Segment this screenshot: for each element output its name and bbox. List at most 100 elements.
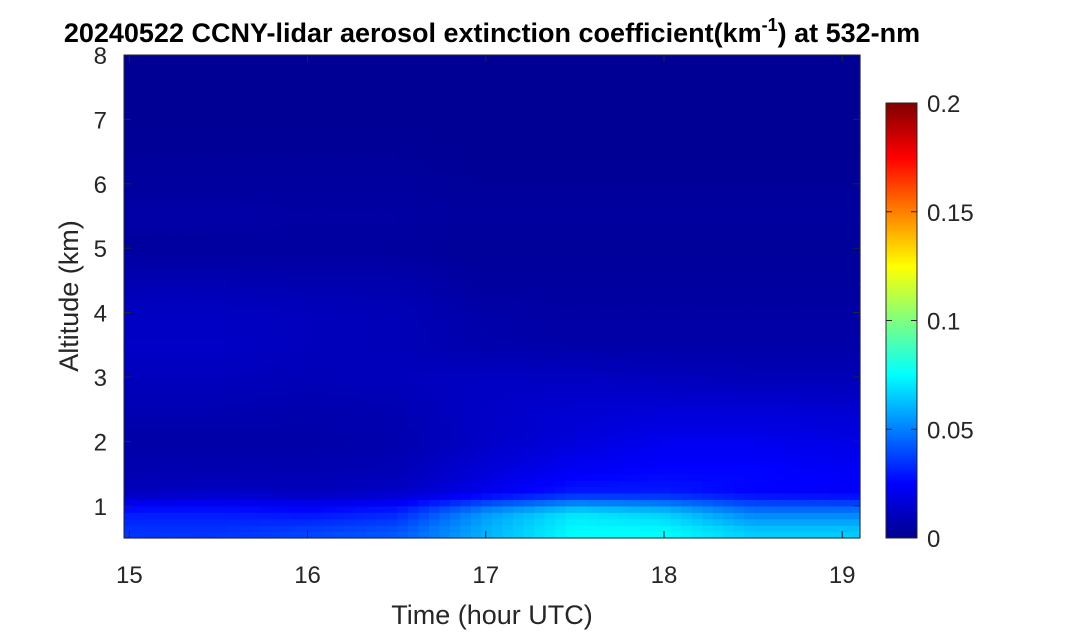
heatmap-cell (691, 235, 703, 243)
heatmap-cell (470, 447, 483, 455)
heatmap-cell (618, 119, 630, 127)
heatmap-cell (470, 61, 483, 69)
heatmap-cell (134, 164, 146, 172)
heatmap-cell (124, 196, 136, 204)
heatmap-cell (555, 55, 567, 63)
heatmap-cell (334, 512, 346, 520)
heatmap-cell (492, 164, 504, 172)
heatmap-cell (365, 364, 377, 372)
heatmap-cell (660, 319, 672, 327)
heatmap-cell (544, 467, 556, 475)
heatmap-cell (481, 254, 493, 262)
heatmap-cell (449, 454, 462, 462)
heatmap-cell (124, 248, 136, 256)
heatmap-cell (786, 525, 798, 533)
heatmap-cell (334, 177, 346, 185)
heatmap-cell (271, 344, 283, 352)
heatmap-cell (754, 364, 766, 372)
heatmap-cell (124, 377, 136, 385)
heatmap-cell (124, 209, 136, 217)
heatmap-cell (649, 170, 661, 178)
heatmap-cell (733, 402, 745, 410)
heatmap-cell (565, 67, 577, 75)
heatmap-cell (765, 338, 777, 346)
heatmap-cell (176, 241, 188, 249)
chart-title-suffix: ) at 532-nm (778, 18, 921, 48)
heatmap-cell (723, 402, 735, 410)
heatmap-cell (470, 377, 483, 385)
heatmap-cell (639, 235, 651, 243)
heatmap-cell (407, 370, 419, 378)
heatmap-cell (145, 228, 157, 236)
heatmap-cell (670, 254, 682, 262)
heatmap-cell (754, 222, 766, 230)
heatmap-cell (124, 441, 136, 449)
heatmap-cell (681, 357, 693, 365)
heatmap-cell (197, 209, 209, 217)
heatmap-cell (765, 190, 777, 198)
heatmap-cell (817, 409, 830, 417)
heatmap-cell (586, 409, 598, 417)
heatmap-cell (723, 55, 735, 63)
heatmap-cell (481, 396, 493, 404)
heatmap-cell (765, 377, 777, 385)
heatmap-cell (754, 306, 766, 314)
heatmap-cell (470, 312, 483, 320)
heatmap-cell (576, 222, 588, 230)
heatmap-cell (702, 151, 714, 159)
heatmap-cell (576, 480, 588, 488)
heatmap-cell (302, 389, 314, 397)
heatmap-cell (397, 87, 409, 95)
heatmap-cell (702, 319, 714, 327)
heatmap-cell (260, 377, 272, 385)
heatmap-cell (386, 132, 398, 140)
heatmap-cell (281, 505, 293, 513)
heatmap-cell (155, 177, 167, 185)
heatmap-cell (239, 235, 251, 243)
heatmap-cell (187, 531, 199, 539)
heatmap-cell (386, 454, 398, 462)
heatmap-cell (197, 473, 209, 481)
heatmap-cell (344, 190, 356, 198)
heatmap-cell (229, 389, 241, 397)
heatmap-cell (323, 196, 335, 204)
heatmap-cell (555, 351, 567, 359)
heatmap-cell (250, 151, 262, 159)
heatmap-cell (576, 151, 588, 159)
heatmap-cell (386, 422, 398, 430)
heatmap-cell (449, 280, 462, 288)
heatmap-cell (513, 203, 525, 211)
heatmap-cell (492, 377, 504, 385)
heatmap-cell (281, 512, 293, 520)
heatmap-cell (271, 319, 283, 327)
heatmap-cell (670, 306, 682, 314)
heatmap-cell (723, 183, 735, 191)
heatmap-cell (124, 467, 136, 475)
heatmap-cell (555, 402, 567, 410)
heatmap-cell (439, 216, 451, 224)
heatmap-cell (229, 312, 241, 320)
heatmap-cell (597, 499, 609, 507)
heatmap-cell (197, 254, 209, 262)
heatmap-cell (292, 261, 304, 269)
heatmap-cell (344, 396, 356, 404)
heatmap-cell (481, 216, 493, 224)
heatmap-cell (618, 132, 630, 140)
heatmap-cell (407, 518, 419, 526)
heatmap-cell (733, 396, 745, 404)
heatmap-cell (376, 473, 388, 481)
heatmap-cell (418, 254, 430, 262)
heatmap-cell (544, 190, 556, 198)
heatmap-cell (355, 138, 367, 146)
heatmap-cell (723, 61, 735, 69)
heatmap-cell (744, 499, 756, 507)
heatmap-cell (208, 447, 220, 455)
heatmap-cell (386, 55, 398, 63)
heatmap-cell (502, 512, 514, 520)
heatmap-cell (365, 351, 377, 359)
heatmap-cell (775, 512, 787, 520)
heatmap-cell (691, 383, 703, 391)
heatmap-cell (302, 467, 314, 475)
heatmap-cell (492, 151, 504, 159)
heatmap-cell (523, 106, 535, 114)
